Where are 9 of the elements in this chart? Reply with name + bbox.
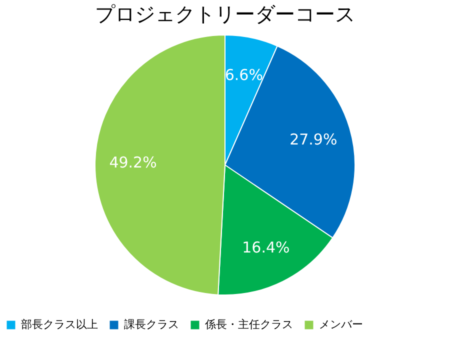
legend-label: 部長クラス以上 xyxy=(21,318,98,331)
data-label: 27.9% xyxy=(290,130,338,148)
legend-label: 係長・主任クラス xyxy=(205,318,293,331)
data-label: 6.6% xyxy=(224,66,263,84)
data-label: 16.4% xyxy=(242,238,290,256)
legend-label: 課長クラス xyxy=(124,318,179,331)
legend-label: メンバー xyxy=(319,318,363,331)
chart-title: プロジェクトリーダーコース xyxy=(95,2,355,26)
data-label: 49.2% xyxy=(109,154,157,172)
